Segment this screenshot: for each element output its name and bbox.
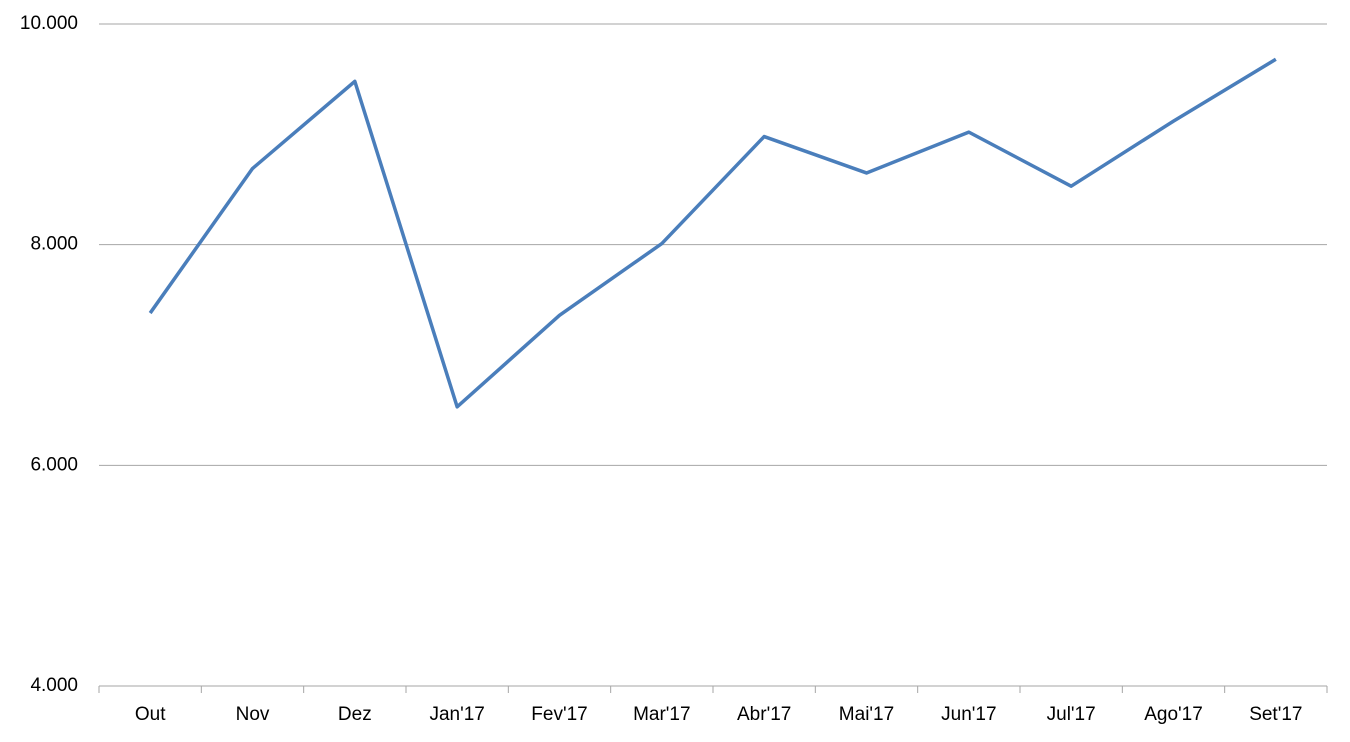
x-tick-label: Mar'17 <box>633 704 690 725</box>
x-tick-label: Mai'17 <box>839 704 894 725</box>
data-line <box>148 57 1277 409</box>
x-tick-label: Out <box>135 704 166 725</box>
y-tick-label: 10.000 <box>20 13 78 34</box>
x-tick-label: Jul'17 <box>1047 704 1096 725</box>
x-tick-label: Jan'17 <box>429 704 484 725</box>
y-tick-label: 4.000 <box>30 675 78 696</box>
y-tick-label: 6.000 <box>30 454 78 475</box>
x-tick-label: Set'17 <box>1249 704 1302 725</box>
x-tick-label: Nov <box>236 704 270 725</box>
x-tick-label: Ago'17 <box>1144 704 1203 725</box>
x-tick-label: Jun'17 <box>941 704 996 725</box>
x-tick-label: Abr'17 <box>737 704 791 725</box>
x-tick-label: Dez <box>338 704 372 725</box>
y-tick-label: 8.000 <box>30 234 78 255</box>
x-tick-label: Fev'17 <box>531 704 587 725</box>
